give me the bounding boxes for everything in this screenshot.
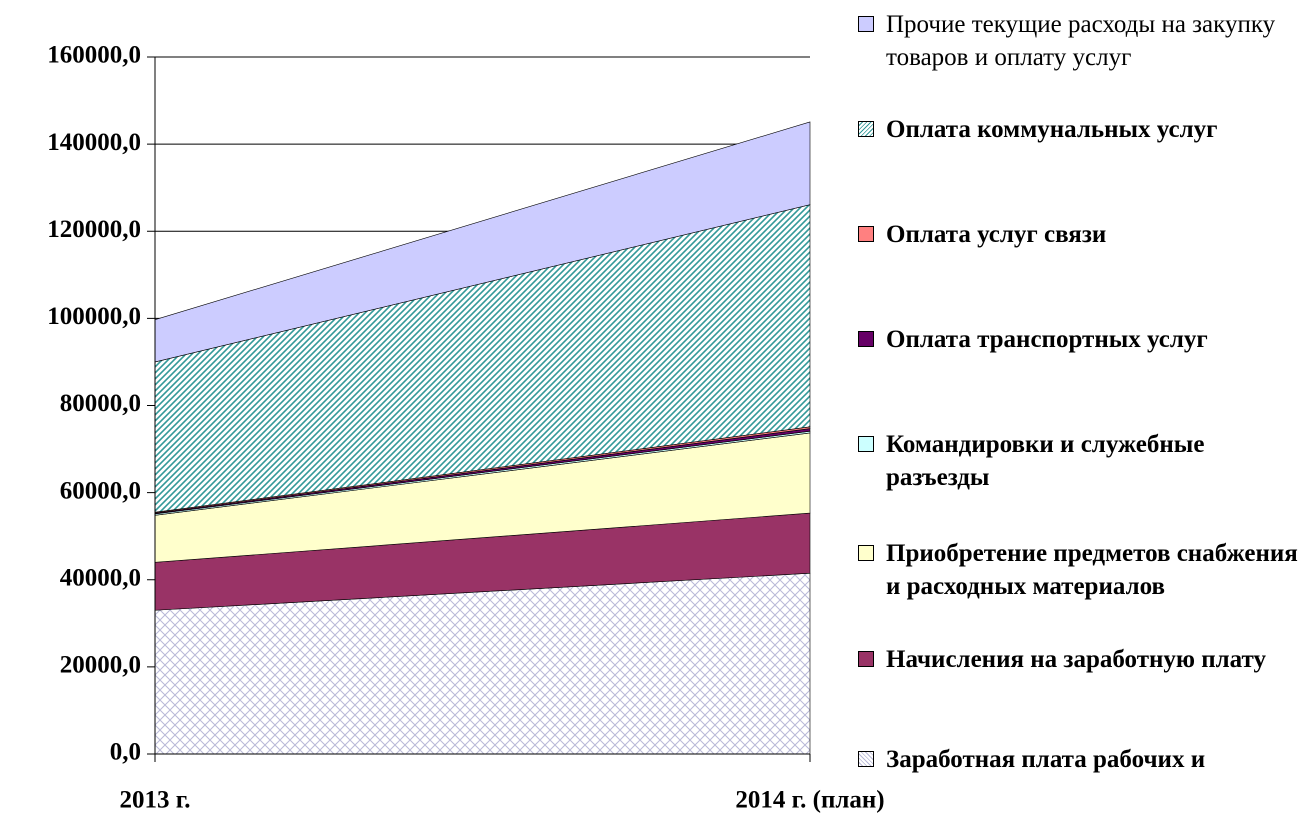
legend-swatch [858,545,874,561]
legend-entry: Прочие текущие расходы на закупку товаро… [858,8,1308,74]
legend-entry: Командировки и служебные разъезды [858,428,1308,494]
legend-swatch [858,226,874,242]
y-tick-label: 20000,0 [60,652,141,679]
legend-swatch [858,651,874,667]
legend-label: Заработная плата рабочих и [886,746,1206,773]
y-tick-label: 80000,0 [60,390,141,417]
legend-label: Оплата коммунальных услуг [886,116,1218,143]
x-tick-label: 2014 г. (план) [735,787,884,814]
y-tick-label: 0,0 [110,739,141,766]
legend-swatch [858,751,874,767]
y-tick-label: 140000,0 [47,129,141,156]
y-tick-label: 60000,0 [60,477,141,504]
legend-entry: Заработная плата рабочих и [858,743,1308,776]
legend-label: Оплата транспортных услуг [886,326,1208,353]
x-tick-label: 2013 г. [119,787,190,814]
legend-label: Оплата услуг связи [886,221,1107,248]
legend-label: Начисления на заработную плату [886,646,1266,673]
legend-label: Приобретение предметов снабжения и расхо… [886,540,1298,600]
legend-label: Прочие текущие расходы на закупку товаро… [886,11,1276,71]
legend-swatch [858,436,874,452]
y-tick-label: 120000,0 [47,216,141,243]
legend-entry: Оплата транспортных услуг [858,323,1308,356]
legend-entry: Оплата коммунальных услуг [858,113,1308,146]
areas [154,121,811,755]
legend-swatch [858,121,874,137]
legend-swatch [858,16,874,32]
legend-entry: Начисления на заработную плату [858,643,1308,676]
legend-swatch [858,331,874,347]
legend-entry: Приобретение предметов снабжения и расхо… [858,537,1308,603]
y-tick-label: 100000,0 [47,303,141,330]
y-tick-label: 160000,0 [47,42,141,69]
legend-label: Командировки и служебные разъезды [886,431,1205,491]
y-tick-label: 40000,0 [60,564,141,591]
legend-entry: Оплата услуг связи [858,218,1308,251]
